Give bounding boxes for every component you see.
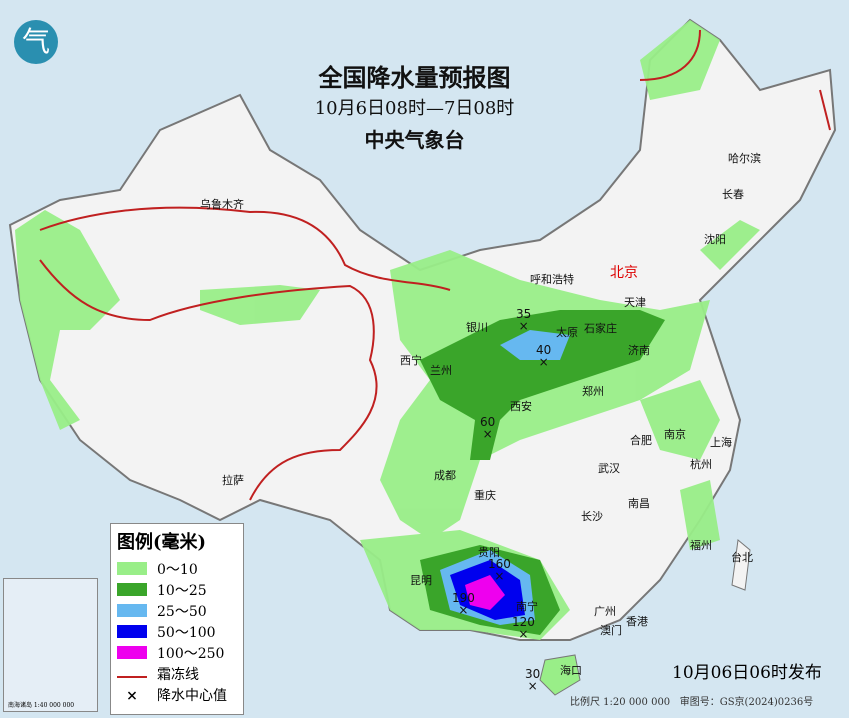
city-label: 澳门 [600, 624, 622, 637]
city-label: 乌鲁木齐 [200, 198, 244, 211]
city-label: 福州 [690, 539, 712, 552]
cross-icon: × [126, 688, 138, 704]
city-label: 武汉 [598, 462, 620, 475]
legend-item: 25～50 [117, 600, 243, 621]
city-label: 北京 [610, 265, 638, 281]
precip-center-number: 190 [452, 591, 475, 605]
city-label: 哈尔滨 [728, 152, 761, 165]
city-label: 重庆 [474, 489, 496, 502]
city-label: 广州 [594, 605, 616, 618]
legend-swatch [117, 562, 147, 575]
legend-item: 100～250 [117, 642, 243, 663]
precip-center-value: 160 × [488, 558, 511, 582]
city-label: 贵阳 [478, 546, 500, 559]
legend-title: 图例(毫米) [117, 532, 207, 553]
city-label: 呼和浩特 [530, 273, 574, 286]
legend-center-value: × 降水中心值 [117, 684, 243, 705]
precip-center-value: 35 × [516, 308, 531, 332]
legend-swatch [117, 625, 147, 638]
city-label: 长春 [722, 188, 744, 201]
frost-line-icon [117, 670, 147, 678]
precip-center-value: 60 × [480, 416, 495, 440]
city-label: 西安 [510, 400, 532, 413]
precip-center-value: 40 × [536, 344, 551, 368]
city-label: 长沙 [581, 510, 603, 523]
legend-item: 0～10 [117, 558, 243, 579]
precip-center-number: 30 [525, 667, 541, 681]
legend-item: 50～100 [117, 621, 243, 642]
inset-caption: 南海诸岛 1:40 000 000 [8, 702, 75, 709]
precip-center-number: 120 [512, 615, 535, 629]
precip-center-number: 40 [536, 343, 552, 357]
taiwan [731, 539, 751, 591]
city-label: 济南 [628, 344, 650, 357]
city-label: 拉萨 [222, 474, 244, 487]
city-label: 西宁 [400, 354, 422, 367]
precip-center-number: 35 [516, 307, 532, 321]
city-label: 香港 [626, 615, 648, 628]
cross-icon: × [494, 569, 505, 583]
precip-center-number: 160 [488, 557, 511, 571]
legend-swatch [117, 646, 147, 659]
city-label: 杭州 [690, 458, 712, 471]
legend-swatch [117, 583, 147, 596]
precip-center-number: 60 [480, 415, 496, 429]
agency-name: 中央气象台 [364, 128, 465, 152]
cross-icon: × [527, 679, 538, 693]
city-label: 上海 [710, 436, 732, 449]
city-label: 南宁 [516, 600, 538, 613]
frost-lines [39, 29, 831, 501]
cross-icon: × [538, 355, 549, 369]
city-label: 昆明 [410, 574, 432, 587]
cross-icon: × [482, 427, 493, 441]
forecast-period: 10月6日08时—7日08时 [314, 98, 515, 119]
cross-icon: × [518, 627, 529, 641]
issue-time: 10月06日06时发布 [672, 663, 822, 683]
city-label: 沈阳 [704, 233, 726, 246]
legend: 图例(毫米) 0～10 10～25 25～50 50～100 100～250 霜冻线 ×… [110, 523, 244, 715]
scale-and-map-number: 比例尺 1:20 000 000 审图号：GS京(2024)0236号 [570, 697, 814, 708]
legend-item: 10～25 [117, 579, 243, 600]
city-label: 兰州 [430, 364, 452, 377]
rain-100-250 [465, 575, 505, 610]
south-china-sea-inset: 南海诸岛 1:40 000 000 [3, 578, 98, 712]
precip-center-value: 30 × [525, 668, 540, 692]
city-label: 合肥 [630, 434, 652, 447]
city-label: 天津 [624, 296, 646, 309]
city-label: 海口 [560, 664, 582, 677]
hainan [539, 654, 581, 696]
city-label: 南昌 [628, 497, 650, 510]
cross-icon: × [458, 603, 469, 617]
city-label: 南京 [664, 428, 686, 441]
legend-frost-line: 霜冻线 [117, 663, 243, 684]
city-label: 郑州 [582, 385, 604, 398]
city-label: 银川 [466, 321, 488, 334]
city-label: 成都 [434, 469, 456, 482]
legend-swatch [117, 604, 147, 617]
cma-logo: 气 [14, 20, 58, 64]
city-label: 台北 [731, 551, 753, 564]
precip-center-value: 120 × [512, 616, 535, 640]
city-label: 太原 [556, 326, 578, 339]
city-label: 石家庄 [584, 322, 617, 335]
precip-center-value: 190 × [452, 592, 475, 616]
cross-icon: × [518, 319, 529, 333]
map-title: 全国降水量预报图 [318, 63, 511, 92]
